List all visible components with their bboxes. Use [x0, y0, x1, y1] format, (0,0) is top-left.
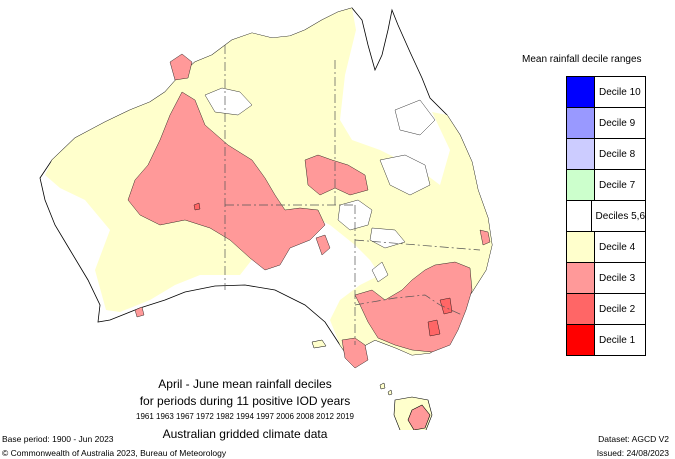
decile-3-regions: [127, 53, 491, 369]
legend-swatch: [567, 325, 595, 355]
legend-label: Decile 8: [599, 148, 636, 160]
legend-label: Decile 1: [599, 334, 636, 346]
legend-title: Mean rainfall decile ranges: [522, 54, 642, 65]
islands: [311, 339, 393, 396]
decile-2-regions: [193, 202, 453, 337]
state-borders: [224, 45, 481, 345]
legend-swatch: [567, 263, 595, 293]
legend-label: Decile 2: [599, 303, 636, 315]
legend-item-decile-3: Decile 3: [566, 262, 646, 293]
legend-item-decile-8: Decile 8: [566, 138, 646, 169]
legend-item-decile-7: Decile 7: [566, 169, 646, 200]
legend-label: Decile 10: [599, 86, 641, 98]
map-title: April - June mean rainfall deciles: [158, 377, 332, 391]
legend-swatch: [567, 77, 595, 107]
legend-item-deciles-5-6: Deciles 5,6: [566, 200, 646, 231]
legend-label: Decile 7: [599, 179, 636, 191]
legend-swatch: [567, 170, 595, 200]
tasmania: [393, 396, 433, 430]
legend-item-decile-2: Decile 2: [566, 293, 646, 324]
issued-date: Issued: 24/08/2023: [596, 448, 669, 458]
legend: Decile 10 Decile 9 Decile 8 Decile 7 Dec…: [566, 76, 646, 356]
dataset: Dataset: AGCD V2: [598, 434, 669, 444]
legend-item-decile-1: Decile 1: [566, 324, 646, 356]
data-source: Australian gridded climate data: [162, 427, 328, 441]
legend-item-decile-4: Decile 4: [566, 231, 646, 262]
legend-swatch: [567, 139, 595, 169]
legend-label: Decile 4: [599, 241, 636, 253]
map-subtitle: for periods during 11 positive IOD years: [139, 394, 351, 408]
australia-rainfall-map: [39, 7, 493, 430]
copyright: © Commonwealth of Australia 2023, Bureau…: [2, 448, 227, 458]
legend-item-decile-9: Decile 9: [566, 107, 646, 138]
legend-label: Decile 3: [599, 272, 636, 284]
base-period: Base period: 1900 - Jun 2023: [2, 434, 114, 444]
legend-swatch: [567, 294, 595, 324]
legend-label: Decile 9: [599, 117, 636, 129]
legend-label: Deciles 5,6: [595, 210, 645, 222]
legend-swatch: [567, 201, 592, 231]
iod-years: 1961 1963 1967 1972 1982 1994 1997 2006 …: [136, 412, 354, 421]
legend-swatch: [567, 232, 595, 262]
legend-item-decile-10: Decile 10: [566, 76, 646, 107]
legend-swatch: [567, 108, 595, 138]
